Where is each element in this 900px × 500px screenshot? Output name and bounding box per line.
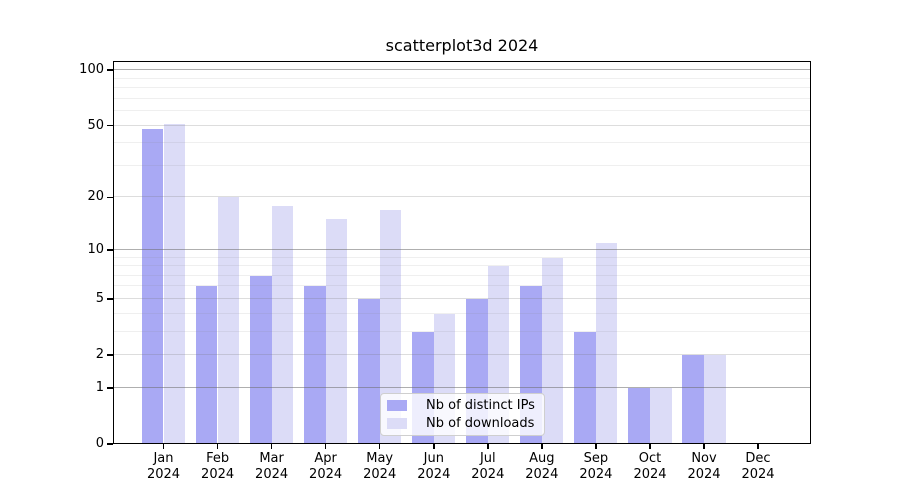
x-tick-month: Apr <box>314 451 337 466</box>
x-tick-mark <box>487 444 489 449</box>
x-tick-month: Jul <box>479 451 496 466</box>
y-tick-mark <box>107 354 113 356</box>
x-tick-year: 2024 <box>687 467 721 482</box>
x-tick-label-apr: Apr 2024 <box>296 451 356 483</box>
x-tick-month: Dec <box>745 451 771 466</box>
x-tick-mark <box>649 444 651 449</box>
x-tick-label-jun: Jun 2024 <box>404 451 464 483</box>
x-tick-label-aug: Aug 2024 <box>512 451 572 483</box>
bar-ips-feb <box>195 286 218 444</box>
legend: Nb of distinct IPs Nb of downloads <box>380 393 545 436</box>
bar-downloads-jan <box>163 123 186 444</box>
legend-swatch-distinct-ips <box>387 400 407 412</box>
x-tick-label-feb: Feb 2024 <box>188 451 248 483</box>
x-tick-year: 2024 <box>741 467 775 482</box>
legend-item-downloads: Nb of downloads <box>387 416 538 431</box>
x-tick-label-jul: Jul 2024 <box>458 451 518 483</box>
y-tick-label-50: 50 <box>87 117 104 133</box>
x-tick-month: Feb <box>206 451 230 466</box>
bar-downloads-aug <box>541 257 564 444</box>
x-tick-month: Nov <box>691 451 717 466</box>
y-tick-mark <box>107 387 113 389</box>
bar-ips-jan <box>141 128 164 444</box>
x-tick-label-sep: Sep 2024 <box>566 451 626 483</box>
x-tick-mark <box>757 444 759 449</box>
x-tick-month: Sep <box>583 451 609 466</box>
x-tick-year: 2024 <box>579 467 613 482</box>
legend-label-distinct-ips: Nb of distinct IPs <box>426 398 535 414</box>
bar-ips-may <box>358 298 380 444</box>
y-tick-label-1: 1 <box>95 379 104 395</box>
x-tick-label-dec: Dec 2024 <box>728 451 788 483</box>
x-tick-mark <box>703 444 705 449</box>
x-tick-year: 2024 <box>309 467 343 482</box>
x-tick-label-nov: Nov 2024 <box>674 451 734 483</box>
x-tick-month: Jan <box>153 451 174 466</box>
y-tick-label-100: 100 <box>79 62 104 78</box>
bar-downloads-apr <box>325 219 348 444</box>
x-tick-year: 2024 <box>525 467 559 482</box>
bar-downloads-oct <box>650 387 672 444</box>
legend-label-downloads: Nb of downloads <box>426 415 535 431</box>
y-tick-label-20: 20 <box>87 189 104 205</box>
y-tick-label-2: 2 <box>95 347 104 362</box>
legend-swatch-downloads <box>387 417 407 429</box>
x-tick-label-mar: Mar 2024 <box>242 451 302 483</box>
bar-ips-apr <box>304 286 326 444</box>
bar-downloads-mar <box>271 205 294 444</box>
x-tick-mark <box>433 444 435 449</box>
y-tick-mark <box>107 196 113 199</box>
x-tick-mark <box>216 444 219 449</box>
y-tick-label-10: 10 <box>87 241 104 257</box>
bar-ips-mar <box>250 275 272 444</box>
x-tick-month: May <box>366 451 394 466</box>
x-tick-label-oct: Oct 2024 <box>620 451 680 483</box>
x-tick-month: Mar <box>259 451 284 466</box>
y-tick-mark <box>107 249 113 251</box>
chart-title: scatterplot3d 2024 <box>385 36 539 55</box>
x-tick-year: 2024 <box>471 467 505 482</box>
bar-ips-oct <box>628 387 650 444</box>
bar-downloads-sep <box>595 242 618 444</box>
x-tick-label-may: May 2024 <box>350 451 410 483</box>
y-tick-mark <box>107 443 113 445</box>
bar-downloads-feb <box>217 197 240 444</box>
x-tick-year: 2024 <box>201 467 235 482</box>
x-tick-mark <box>378 444 381 449</box>
x-tick-month: Aug <box>529 451 555 466</box>
y-tick-mark <box>107 69 113 71</box>
x-tick-mark <box>595 444 597 449</box>
x-tick-mark <box>541 444 543 449</box>
bars-layer <box>113 61 811 444</box>
x-tick-year: 2024 <box>255 467 289 482</box>
y-tick-mark <box>107 124 113 127</box>
y-tick-mark <box>107 298 113 300</box>
x-tick-year: 2024 <box>363 467 397 482</box>
x-tick-year: 2024 <box>417 467 451 482</box>
x-tick-label-jan: Jan 2024 <box>134 451 194 483</box>
plot-area <box>113 61 811 444</box>
x-tick-month: Oct <box>638 451 662 466</box>
y-tick-label-0: 0 <box>95 436 104 451</box>
x-tick-mark <box>324 444 327 449</box>
x-tick-month: Jun <box>423 451 444 466</box>
bar-ips-nov <box>682 355 704 444</box>
x-tick-year: 2024 <box>633 467 667 482</box>
bar-downloads-nov <box>704 355 726 444</box>
bar-downloads-may <box>379 209 402 444</box>
bar-ips-sep <box>574 331 596 444</box>
y-tick-label-5: 5 <box>95 290 104 306</box>
x-tick-mark <box>162 444 165 449</box>
x-tick-mark <box>270 444 273 449</box>
x-tick-year: 2024 <box>146 467 181 482</box>
legend-item-distinct-ips: Nb of distinct IPs <box>387 398 538 413</box>
